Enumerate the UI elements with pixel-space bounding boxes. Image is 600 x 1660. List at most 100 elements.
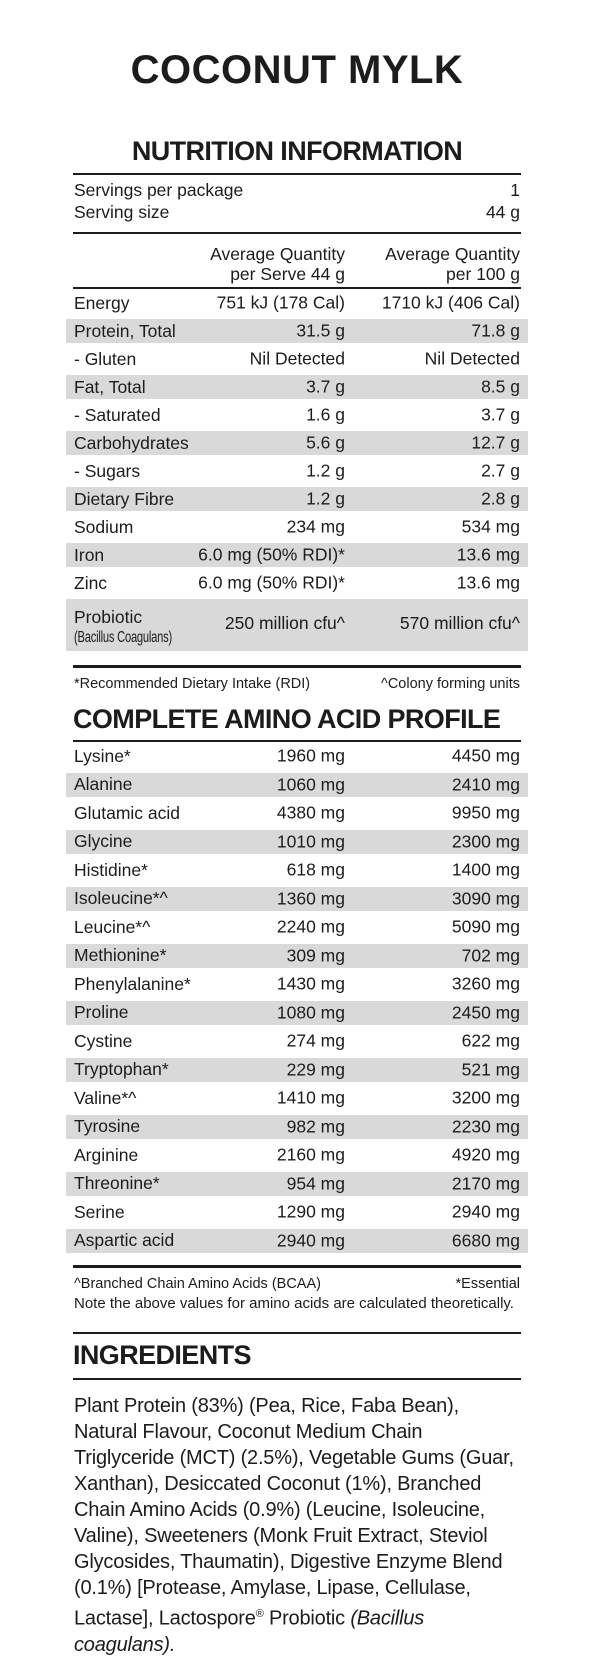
row-label: Glutamic acid	[74, 802, 181, 823]
row-label: - Sugars	[74, 460, 141, 481]
ingredients-main: Plant Protein (83%) (Pea, Rice, Faba Bea…	[74, 1395, 514, 1630]
amino-acid-row: Histidine* 618 mg 1400 mg	[66, 856, 528, 885]
row-label: Probiotic (Bacillus Coagulans)	[74, 607, 173, 646]
amino-acid-row: Isoleucine*^ 1360 mg 3090 mg	[66, 884, 528, 913]
amino-note: Note the above values for amino acids ar…	[74, 1295, 514, 1312]
serve-value: 2940 mg	[276, 1230, 345, 1251]
amino-acid-row: Tryptophan* 229 mg 521 mg	[66, 1055, 528, 1084]
nutrition-row: Dietary Fibre 1.2 g 2.8 g	[66, 485, 528, 513]
amino-acid-row: Glutamic acid 4380 mg 9950 mg	[66, 799, 528, 828]
per-100g-value: 2410 mg	[451, 774, 520, 795]
amino-acid-section: COMPLETE AMINO ACID PROFILE Lysine* 1960 …	[66, 704, 528, 1313]
amino-acid-row: Valine*^ 1410 mg 3200 mg	[66, 1084, 528, 1113]
row-label: Phenylalanine*	[74, 973, 191, 994]
serve-value: Nil Detected	[249, 348, 345, 369]
per-100g-value: 521 mg	[461, 1059, 520, 1080]
serve-value: 751 kJ (178 Cal)	[216, 292, 345, 313]
serve-value: 618 mg	[286, 859, 345, 880]
row-label: Aspartic acid	[74, 1230, 175, 1251]
ingredients-text: Plant Protein (83%) (Pea, Rice, Faba Bea…	[74, 1393, 520, 1658]
row-label: Proline	[74, 1002, 129, 1023]
nutrition-heading: NUTRITION INFORMATION	[131, 136, 463, 166]
nutrition-row: - Gluten Nil Detected Nil Detected	[66, 345, 528, 373]
serving-size-label: Serving size	[74, 201, 170, 222]
col-header-line: per 100 g	[446, 264, 520, 284]
footnote-cfu: ^Colony forming units	[381, 676, 520, 692]
ingredients-species-italic: (Bacillus coagulans).	[74, 1607, 425, 1656]
per-100g-value: 3200 mg	[451, 1087, 520, 1108]
row-label: Dietary Fibre	[74, 488, 175, 509]
nutrition-row: Probiotic (Bacillus Coagulans) 250 million…	[66, 597, 528, 653]
nutrition-row: - Sugars 1.2 g 2.7 g	[66, 457, 528, 485]
row-label: Arginine	[74, 1144, 139, 1165]
row-label: Threonine*	[74, 1173, 160, 1194]
row-label: Sodium	[74, 516, 134, 537]
per-100g-value: 534 mg	[461, 516, 520, 537]
serve-value: 1960 mg	[276, 745, 345, 766]
serve-value: 6.0 mg (50% RDI)*	[198, 544, 345, 565]
column-headers: Average Quantity per Serve 44 g Average …	[66, 234, 528, 287]
per-100g-value: 9950 mg	[451, 802, 520, 823]
row-label: Valine*^	[74, 1087, 137, 1108]
row-label: Fat, Total	[74, 376, 146, 397]
per-100g-value: 1400 mg	[451, 859, 520, 880]
nutrition-row: Iron 6.0 mg (50% RDI)* 13.6 mg	[66, 541, 528, 569]
ingredients-mid: Probiotic	[263, 1607, 351, 1630]
serve-value: 1010 mg	[276, 831, 345, 852]
per-100g-value: 5090 mg	[451, 916, 520, 937]
serve-value: 229 mg	[286, 1059, 345, 1080]
row-label: Leucine*^	[74, 916, 151, 937]
per-100g-value: 3.7 g	[481, 404, 520, 425]
footnote-bcaa: ^Branched Chain Amino Acids (BCAA)	[74, 1276, 321, 1292]
per-100g-value: 2300 mg	[451, 831, 520, 852]
per-100g-value: 2.7 g	[481, 460, 520, 481]
per-100g-value: 622 mg	[461, 1030, 520, 1051]
serve-value: 2160 mg	[276, 1144, 345, 1165]
serve-value: 250 million cfu^	[224, 613, 345, 633]
serve-value: 6.0 mg (50% RDI)*	[198, 572, 345, 593]
row-label: Histidine*	[74, 859, 148, 880]
amino-acid-row: Leucine*^ 2240 mg 5090 mg	[66, 913, 528, 942]
amino-acid-row: Arginine 2160 mg 4920 mg	[66, 1141, 528, 1170]
serve-value: 2240 mg	[276, 916, 345, 937]
footnote-rdi: *Recommended Dietary Intake (RDI)	[74, 676, 311, 692]
serve-value: 1430 mg	[276, 973, 345, 994]
row-label: Cystine	[74, 1030, 133, 1051]
amino-acid-row: Proline 1080 mg 2450 mg	[66, 998, 528, 1027]
per-100g-value: 4450 mg	[451, 745, 520, 766]
product-title: COCONUT MYLK	[130, 48, 464, 92]
nutrition-row: Fat, Total 3.7 g 8.5 g	[66, 373, 528, 401]
serve-value: 31.5 g	[296, 320, 345, 341]
servings-label: Servings per package	[74, 180, 244, 200]
amino-acid-row: Aspartic acid 2940 mg 6680 mg	[66, 1226, 528, 1255]
per-100g-value: 702 mg	[461, 945, 520, 966]
per-100g-value: 1710 kJ (406 Cal)	[381, 292, 520, 313]
serve-value: 1410 mg	[276, 1087, 345, 1108]
row-label: Methionine*	[74, 945, 167, 966]
col-header-line: Average Quantity	[385, 244, 520, 264]
row-label: Serine	[74, 1201, 125, 1222]
per-100g-value: 2170 mg	[451, 1173, 520, 1194]
per-100g-value: 570 million cfu^	[399, 613, 520, 633]
row-label: Tryptophan*	[74, 1059, 169, 1080]
per-100g-value: 12.7 g	[471, 432, 520, 453]
row-label: Energy	[74, 292, 130, 313]
nutrition-row: Energy 751 kJ (178 Cal) 1710 kJ (406 Cal)	[66, 289, 528, 317]
per-100g-value: 3090 mg	[451, 888, 520, 909]
row-label: Lysine*	[74, 745, 131, 766]
amino-acid-row: Cystine 274 mg 622 mg	[66, 1027, 528, 1056]
per-100g-value: Nil Detected	[424, 348, 520, 369]
divider	[73, 287, 521, 289]
amino-acid-row: Methionine* 309 mg 702 mg	[66, 941, 528, 970]
divider	[73, 740, 521, 742]
per-100g-value: 2.8 g	[481, 488, 520, 509]
serve-value: 1360 mg	[276, 888, 345, 909]
per-100g-value: 8.5 g	[481, 376, 520, 397]
per-100g-value: 13.6 mg	[456, 544, 520, 565]
col-header-per-serve: Average Quantity per Serve 44 g	[210, 244, 345, 284]
amino-footnotes: ^Branched Chain Amino Acids (BCAA) *Esse…	[66, 1275, 528, 1294]
per-100g-value: 2230 mg	[451, 1116, 520, 1137]
per-100g-value: 4920 mg	[451, 1144, 520, 1165]
divider	[73, 1332, 521, 1334]
